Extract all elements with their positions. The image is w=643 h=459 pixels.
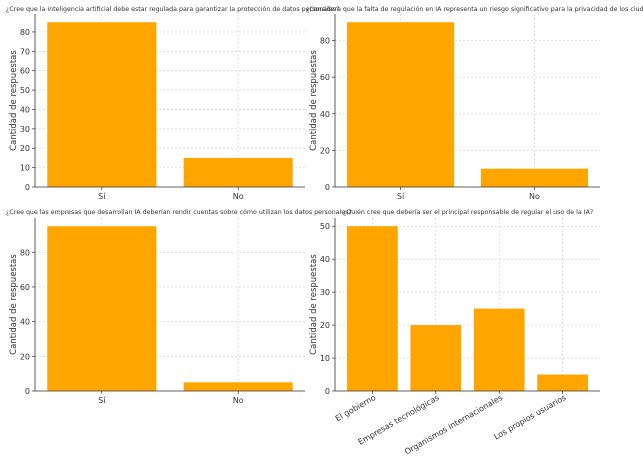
chart-4: ¿Quién cree que debería ser el principal… [309, 208, 600, 457]
x-tick-label: Sí [397, 192, 405, 201]
chart-title: ¿Cree que las empresas que desarrollan I… [6, 208, 352, 216]
bar [47, 226, 157, 391]
y-axis-label: Cantidad de respuestas [9, 50, 19, 151]
y-tick-label: 60 [20, 67, 30, 76]
y-tick-label: 30 [320, 288, 330, 297]
x-tick-label: Sí [98, 192, 106, 201]
y-tick-label: 80 [320, 37, 330, 46]
y-tick-label: 70 [20, 47, 30, 56]
bar [183, 382, 293, 391]
y-tick-label: 30 [20, 125, 30, 134]
y-tick-label: 50 [320, 222, 330, 231]
y-axis-label: Cantidad de respuestas [9, 254, 19, 355]
y-tick-label: 0 [325, 387, 330, 396]
chart-title: ¿Quién cree que debería ser el principal… [343, 208, 593, 216]
bar [347, 226, 398, 391]
y-axis-label: Cantidad de respuestas [309, 254, 319, 355]
y-tick-label: 60 [320, 73, 330, 82]
chart-title: ¿Considera que la falta de regulación en… [306, 5, 643, 13]
x-tick-label: No [529, 192, 540, 201]
x-tick-label: Sí [98, 396, 106, 405]
bar [480, 168, 588, 187]
y-tick-label: 20 [320, 321, 330, 330]
y-tick-label: 40 [320, 255, 330, 264]
y-tick-label: 10 [320, 354, 330, 363]
y-tick-label: 50 [20, 86, 30, 95]
y-tick-label: 40 [20, 105, 30, 114]
bar [183, 157, 293, 187]
y-tick-label: 40 [320, 110, 330, 119]
y-tick-label: 20 [320, 146, 330, 155]
y-axis-label: Cantidad de respuestas [309, 50, 319, 151]
y-tick-label: 0 [325, 183, 330, 192]
y-tick-label: 0 [25, 387, 30, 396]
bar [473, 308, 525, 391]
bar [537, 374, 588, 391]
y-tick-label: 20 [20, 352, 30, 361]
y-tick-label: 20 [20, 144, 30, 153]
chart-2: ¿Considera que la falta de regulación en… [306, 5, 643, 201]
x-tick-label: El gobierno [334, 393, 378, 423]
y-tick-label: 80 [20, 28, 30, 37]
y-tick-label: 0 [25, 183, 30, 192]
x-tick-label: No [233, 192, 244, 201]
bar [47, 22, 157, 187]
y-tick-label: 60 [20, 283, 30, 292]
chart-1: ¿Cree que la inteligencia artificial deb… [6, 5, 339, 201]
y-tick-label: 40 [20, 318, 30, 327]
bar [410, 325, 462, 391]
bar [347, 22, 455, 187]
y-tick-label: 80 [20, 248, 30, 257]
chart-title: ¿Cree que la inteligencia artificial deb… [6, 5, 339, 13]
y-tick-label: 10 [20, 164, 30, 173]
x-tick-label: No [233, 396, 244, 405]
chart-3: ¿Cree que las empresas que desarrollan I… [6, 208, 352, 405]
